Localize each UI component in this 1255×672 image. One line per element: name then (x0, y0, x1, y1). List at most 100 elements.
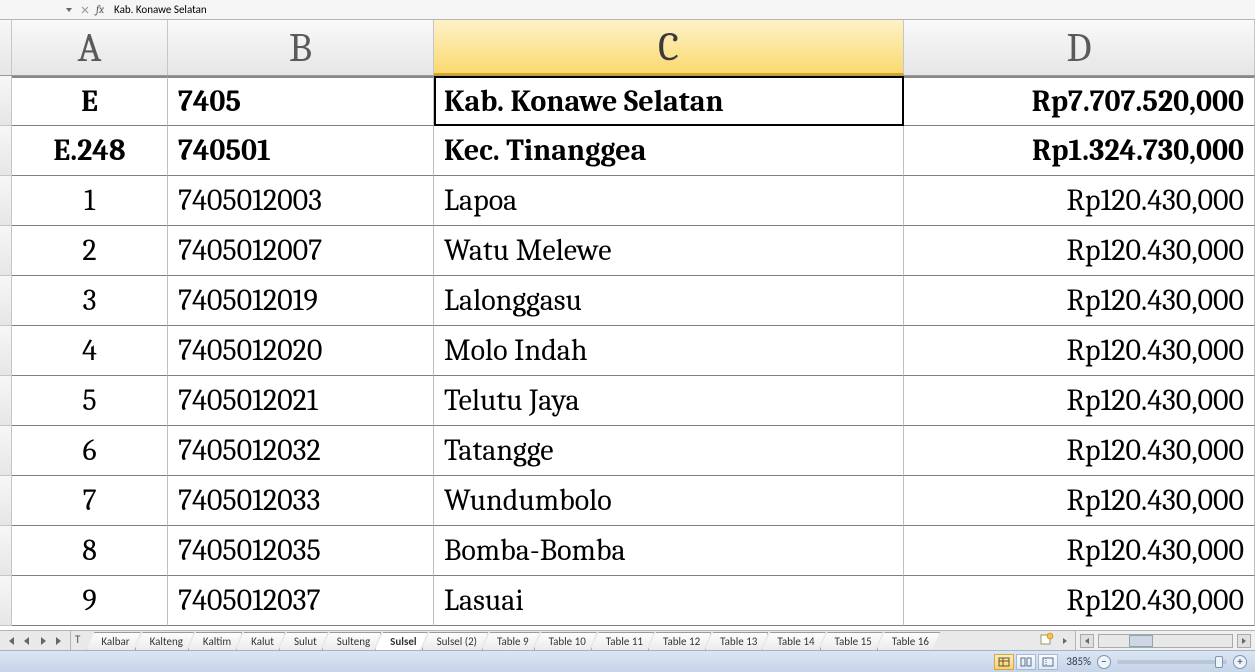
cell-A[interactable]: 4 (12, 326, 168, 376)
sheet-tab[interactable]: Kalut (236, 632, 285, 650)
cell-D[interactable]: Rp7.707.520,000 (904, 76, 1255, 126)
column-header-B[interactable]: B (168, 20, 434, 75)
cell-A[interactable]: 7 (12, 476, 168, 526)
cell-C[interactable]: Wundumbolo (434, 476, 904, 526)
cell-D[interactable]: Rp120.430,000 (904, 526, 1255, 576)
sheet-tab[interactable]: Table 10 (534, 632, 597, 650)
row-header[interactable] (0, 176, 12, 226)
insert-sheet-icon[interactable] (1039, 631, 1055, 647)
cell-A[interactable]: E.248 (12, 126, 168, 176)
cell-C[interactable]: Kab. Konawe Selatan (434, 76, 904, 126)
hscroll-thumb[interactable] (1129, 635, 1153, 647)
name-box-dropdown-icon[interactable] (64, 5, 74, 15)
view-page-layout-icon[interactable] (1016, 654, 1036, 670)
sheet-nav-prev-icon[interactable] (20, 634, 34, 648)
row-header[interactable] (0, 476, 12, 526)
cancel-icon[interactable] (80, 5, 90, 15)
cell-C[interactable]: Telutu Jaya (434, 376, 904, 426)
sheet-nav-last-icon[interactable] (52, 634, 66, 648)
sheet-tab[interactable]: Kaltim (188, 632, 242, 650)
row-header[interactable] (0, 526, 12, 576)
row-header[interactable] (0, 226, 12, 276)
fx-label[interactable]: fx (92, 3, 108, 16)
sheet-tab[interactable]: Sulut (279, 632, 328, 650)
cell-C[interactable]: Molo Indah (434, 326, 904, 376)
row-header[interactable] (0, 576, 12, 626)
sheet-tab[interactable]: Kalbar (86, 632, 140, 650)
cell-B[interactable]: 7405012032 (168, 426, 434, 476)
sheet-tabs-overflow-right-icon[interactable] (1055, 631, 1075, 650)
cell-D[interactable]: Rp120.430,000 (904, 576, 1255, 626)
sheet-tab[interactable]: Table 12 (648, 632, 711, 650)
row-header[interactable] (0, 376, 12, 426)
sheet-tab[interactable]: Sulsel (375, 632, 427, 650)
cell-D[interactable]: Rp1.324.730,000 (904, 126, 1255, 176)
column-header-D[interactable]: D (904, 20, 1255, 75)
sheet-tab[interactable]: Table 16 (877, 632, 940, 650)
cell-D[interactable]: Rp120.430,000 (904, 326, 1255, 376)
select-all-corner[interactable] (0, 20, 12, 75)
cell-D[interactable]: Rp120.430,000 (904, 226, 1255, 276)
sheet-tab[interactable]: Table 9 (482, 632, 540, 650)
cell-B[interactable]: 7405012021 (168, 376, 434, 426)
cell-B[interactable]: 7405012020 (168, 326, 434, 376)
sheet-tab[interactable]: Table 13 (705, 632, 768, 650)
cell-B[interactable]: 7405 (168, 76, 434, 126)
row-header[interactable] (0, 276, 12, 326)
column-header-A[interactable]: A (12, 20, 168, 75)
cell-B[interactable]: 7405012037 (168, 576, 434, 626)
sheet-tab[interactable]: Sulteng (322, 632, 381, 650)
cell-A[interactable]: 8 (12, 526, 168, 576)
sheet-nav-first-icon[interactable] (4, 634, 18, 648)
cell-C[interactable]: Lapoa (434, 176, 904, 226)
view-normal-icon[interactable] (994, 654, 1014, 670)
zoom-in-icon[interactable]: + (1233, 655, 1247, 669)
horizontal-scrollbar[interactable] (1075, 631, 1255, 650)
zoom-slider[interactable] (1117, 660, 1227, 664)
cell-C[interactable]: Watu Melewe (434, 226, 904, 276)
cell-A[interactable]: 9 (12, 576, 168, 626)
cell-A[interactable]: 1 (12, 176, 168, 226)
cell-B[interactable]: 7405012003 (168, 176, 434, 226)
cell-B[interactable]: 7405012033 (168, 476, 434, 526)
column-header-C[interactable]: C (434, 20, 904, 75)
cell-D[interactable]: Rp120.430,000 (904, 176, 1255, 226)
sheet-tab[interactable]: Table 15 (820, 632, 883, 650)
sheet-tab[interactable]: Sulsel (2) (422, 632, 488, 650)
cell-D[interactable]: Rp120.430,000 (904, 276, 1255, 326)
cell-A[interactable]: 3 (12, 276, 168, 326)
zoom-slider-thumb[interactable] (1215, 656, 1223, 668)
cell-B[interactable]: 7405012007 (168, 226, 434, 276)
formula-bar-content[interactable]: Kab. Konawe Selatan (108, 3, 1255, 16)
hscroll-right-icon[interactable] (1237, 634, 1251, 648)
sheet-tab[interactable]: Kalteng (135, 632, 194, 650)
cell-C[interactable]: Tatangge (434, 426, 904, 476)
row-header[interactable] (0, 76, 12, 126)
cell-C[interactable]: Bomba-Bomba (434, 526, 904, 576)
sheet-nav-next-icon[interactable] (36, 634, 50, 648)
cell-C[interactable]: Kec. Tinanggea (434, 126, 904, 176)
row-header[interactable] (0, 326, 12, 376)
hscroll-left-icon[interactable] (1080, 634, 1094, 648)
cell-B[interactable]: 740501 (168, 126, 434, 176)
cell-C[interactable]: Lasuai (434, 576, 904, 626)
zoom-out-icon[interactable]: − (1097, 655, 1111, 669)
view-page-break-icon[interactable] (1038, 654, 1058, 670)
name-box-area[interactable] (0, 5, 78, 15)
cell-D[interactable]: Rp120.430,000 (904, 426, 1255, 476)
cell-C[interactable]: Lalonggasu (434, 276, 904, 326)
cell-D[interactable]: Rp120.430,000 (904, 376, 1255, 426)
sheet-tab[interactable]: Table 11 (591, 632, 654, 650)
cell-A[interactable]: 6 (12, 426, 168, 476)
zoom-level-label[interactable]: 385% (1066, 655, 1091, 668)
row-header[interactable] (0, 126, 12, 176)
sheet-tab[interactable]: Table 14 (762, 632, 825, 650)
cell-B[interactable]: 7405012035 (168, 526, 434, 576)
cell-B[interactable]: 7405012019 (168, 276, 434, 326)
cell-A[interactable]: 2 (12, 226, 168, 276)
cell-A[interactable]: E (12, 76, 168, 126)
hscroll-track[interactable] (1098, 634, 1233, 648)
cell-A[interactable]: 5 (12, 376, 168, 426)
cell-grid[interactable]: E7405Kab. Konawe SelatanRp7.707.520,000 E… (0, 76, 1255, 630)
row-header[interactable] (0, 426, 12, 476)
